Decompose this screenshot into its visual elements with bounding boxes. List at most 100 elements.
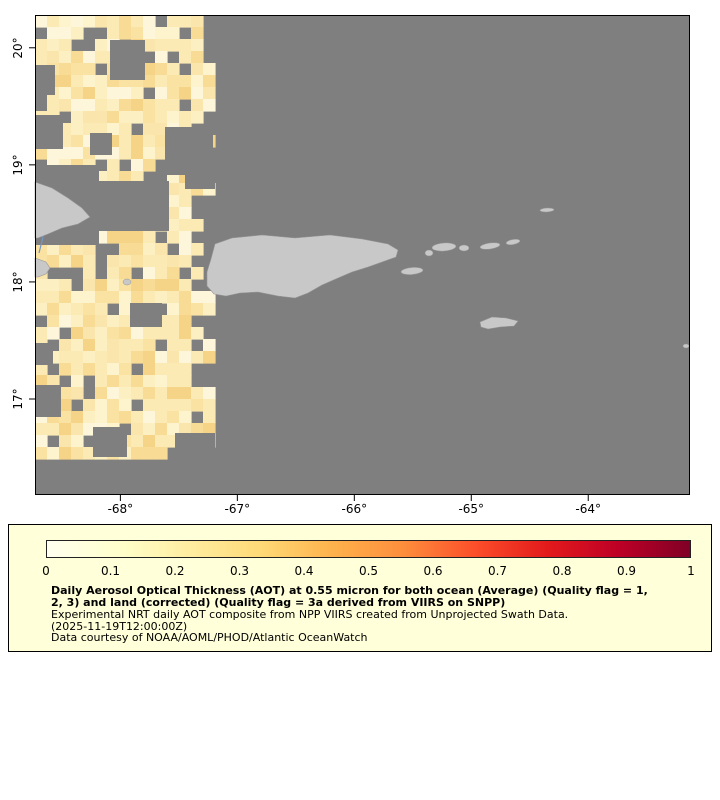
- aot-cell: [203, 423, 216, 436]
- aot-cell: [155, 87, 168, 100]
- aot-cell: [131, 387, 144, 400]
- aot-cell: [47, 39, 60, 52]
- aot-cell: [143, 423, 156, 436]
- aot-cell: [191, 327, 204, 340]
- aot-cell: [155, 255, 168, 268]
- aot-cell: [203, 339, 216, 352]
- aot-cell: [203, 387, 216, 400]
- aot-cell: [167, 375, 180, 388]
- aot-cell: [71, 135, 84, 148]
- aot-cell: [155, 75, 168, 88]
- legend-text-line: Data courtesy of NOAA/AOML/PHOD/Atlantic…: [51, 631, 368, 644]
- lat-tick-label: 17°: [11, 388, 25, 410]
- aot-cell: [71, 75, 84, 88]
- aot-cell: [167, 111, 180, 124]
- legend-title-line: 2, 3) and land (corrected) (Quality flag…: [51, 595, 506, 609]
- colorbar-tick: 0.2: [165, 564, 185, 578]
- aot-cell: [119, 339, 132, 352]
- aot-cell: [167, 363, 180, 376]
- aot-cell: [131, 351, 144, 364]
- aot-cell: [155, 123, 168, 136]
- aot-cell: [155, 375, 168, 388]
- aot-cell: [155, 387, 168, 400]
- aot-cell: [191, 399, 204, 412]
- aot-cell: [83, 399, 96, 412]
- aot-cell: [143, 39, 156, 52]
- aot-cell: [35, 51, 48, 64]
- aot-cell: [95, 39, 108, 52]
- aot-cell: [131, 243, 144, 256]
- aot-cell: [131, 291, 144, 304]
- aot-cell: [35, 435, 48, 448]
- aot-cell: [119, 375, 132, 388]
- aot-cell: [179, 15, 192, 28]
- aot-cell: [179, 219, 192, 232]
- aot-cell: [107, 339, 120, 352]
- lon-tick-label: -64°: [575, 502, 602, 516]
- aot-cell: [167, 231, 180, 244]
- aot-cell: [83, 255, 96, 268]
- aot-cell: [59, 411, 72, 424]
- aot-cell: [143, 27, 156, 40]
- lat-tick-label: 20°: [11, 37, 25, 59]
- aot-cell: [83, 51, 96, 64]
- aot-cell: [143, 411, 156, 424]
- aot-cell: [119, 15, 132, 28]
- aot-cell: [143, 159, 156, 172]
- aot-cell: [167, 219, 180, 232]
- aot-cell: [179, 303, 192, 316]
- aot-cell: [131, 327, 144, 340]
- aot-cell: [143, 267, 156, 280]
- aot-cell: [83, 63, 96, 76]
- aot-cell: [203, 411, 216, 424]
- aot-cell: [95, 375, 108, 388]
- no-data-patch: [90, 133, 112, 155]
- aot-cell: [59, 399, 72, 412]
- aot-cell: [131, 279, 144, 292]
- aot-cell: [107, 171, 120, 184]
- island-culebra: [424, 249, 434, 257]
- aot-cell: [131, 87, 144, 100]
- aot-cell: [107, 387, 120, 400]
- aot-cell: [131, 423, 144, 436]
- aot-cell: [143, 111, 156, 124]
- lon-tick-label: -66°: [341, 502, 368, 516]
- aot-cell: [167, 291, 180, 304]
- aot-cell: [167, 339, 180, 352]
- legend-text-line: (2025-11-19T12:00:00Z): [51, 619, 188, 633]
- aot-cell: [95, 303, 108, 316]
- aot-cell: [155, 327, 168, 340]
- aot-cell: [107, 327, 120, 340]
- aot-cell: [71, 147, 84, 160]
- aot-cell: [167, 399, 180, 412]
- aot-cell: [95, 387, 108, 400]
- aot-cell: [59, 99, 72, 112]
- aot-cell: [71, 315, 84, 328]
- aot-cell: [119, 147, 132, 160]
- aot-cell: [143, 123, 156, 136]
- aot-cell: [35, 15, 48, 28]
- island-far-east-islet: [682, 343, 690, 349]
- aot-cell: [35, 423, 48, 436]
- no-data-patch: [35, 385, 61, 417]
- aot-cell: [107, 363, 120, 376]
- aot-cell: [179, 327, 192, 340]
- aot-cell: [59, 303, 72, 316]
- aot-cell: [95, 315, 108, 328]
- aot-cell: [119, 135, 132, 148]
- aot-cell: [191, 75, 204, 88]
- aot-cell: [35, 327, 48, 340]
- aot-cell: [179, 315, 192, 328]
- aot-cell: [47, 327, 60, 340]
- aot-cell: [107, 111, 120, 124]
- aot-cell: [179, 375, 192, 388]
- aot-cell: [83, 315, 96, 328]
- aot-cell: [155, 27, 168, 40]
- aot-cell: [203, 99, 216, 112]
- aot-cell: [35, 147, 48, 160]
- aot-cell: [95, 99, 108, 112]
- aot-cell: [119, 87, 132, 100]
- aot-cell: [155, 63, 168, 76]
- aot-cell: [71, 327, 84, 340]
- aot-cell: [119, 123, 132, 136]
